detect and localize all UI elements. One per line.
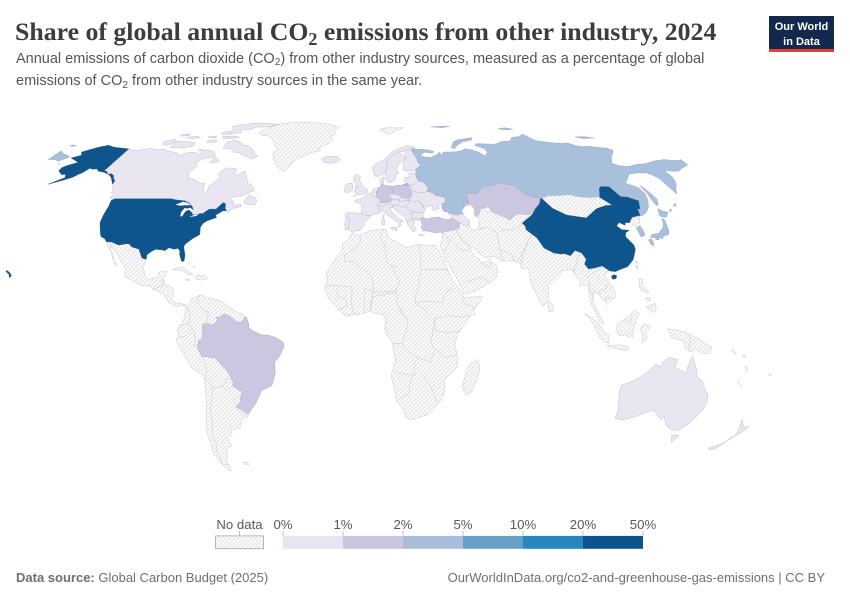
svg-text:2%: 2% bbox=[393, 517, 412, 532]
svg-text:1%: 1% bbox=[333, 517, 352, 532]
svg-text:No data: No data bbox=[216, 517, 263, 532]
svg-text:0%: 0% bbox=[273, 517, 292, 532]
svg-text:50%: 50% bbox=[630, 517, 657, 532]
svg-text:5%: 5% bbox=[453, 517, 472, 532]
svg-text:10%: 10% bbox=[510, 517, 537, 532]
svg-text:20%: 20% bbox=[570, 517, 597, 532]
